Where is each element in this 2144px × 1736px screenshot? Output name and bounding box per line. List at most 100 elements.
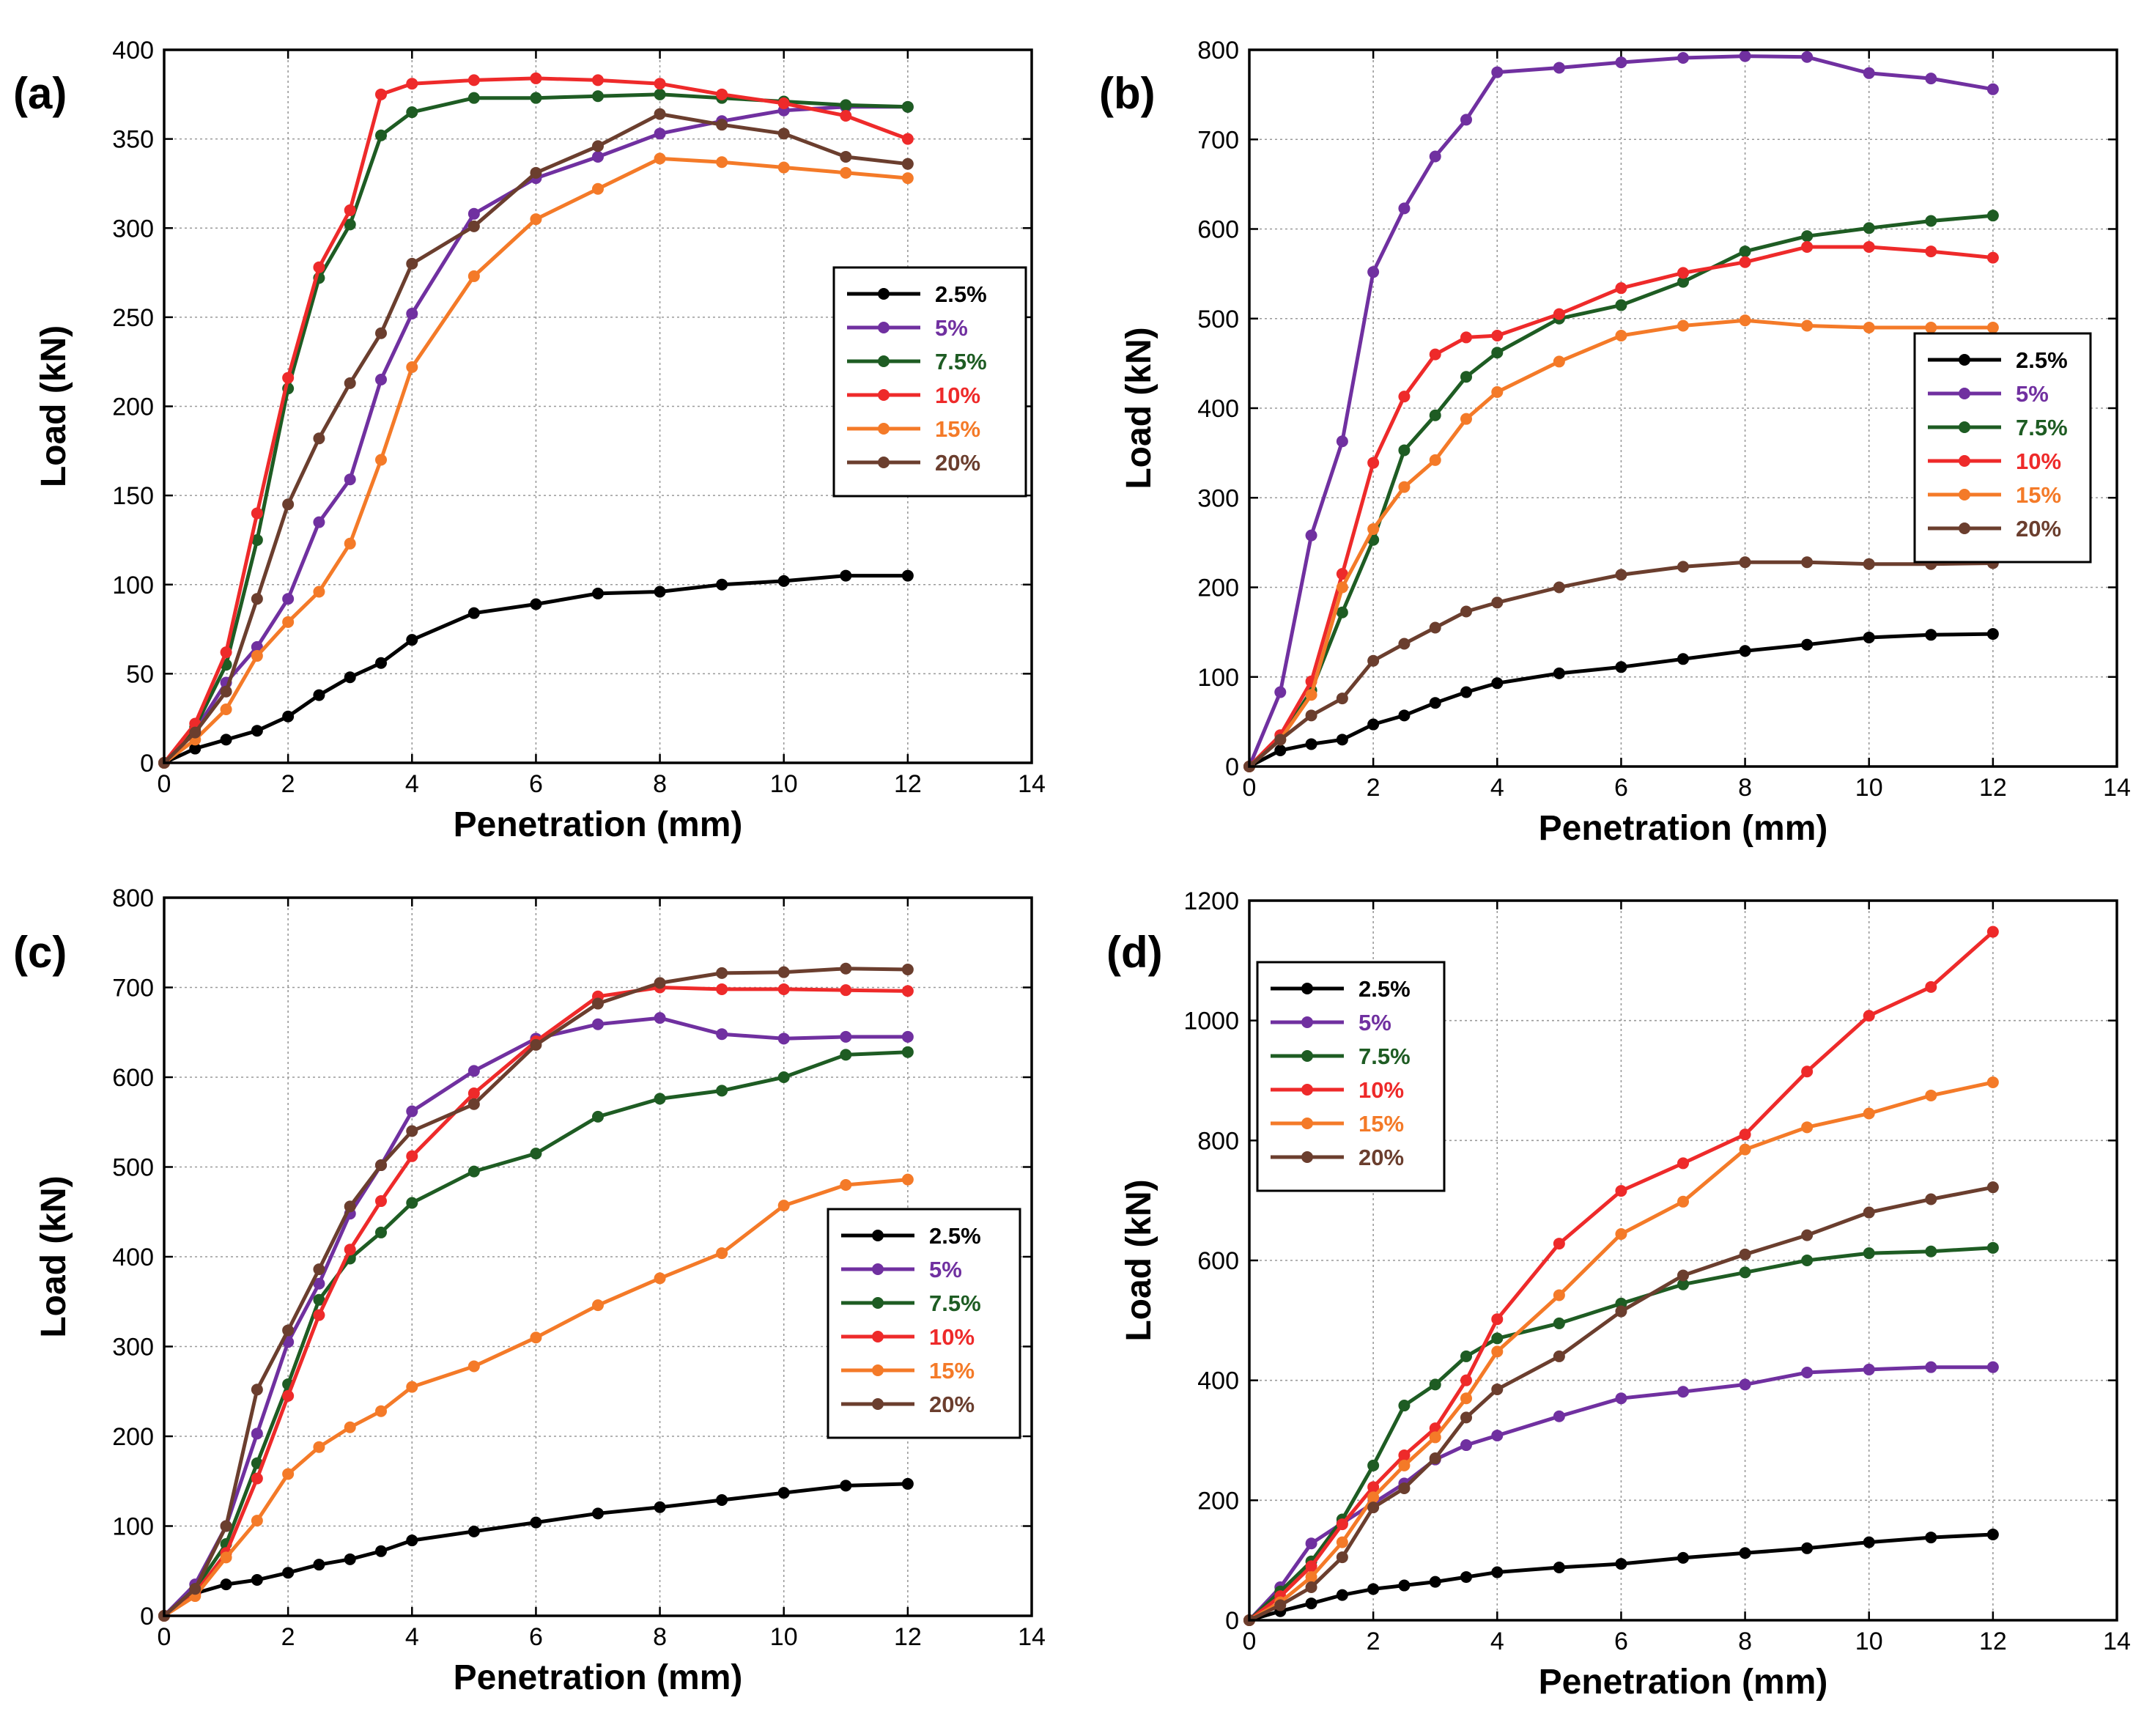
x-tick-label: 4: [1490, 1628, 1504, 1655]
legend-label: 20%: [1359, 1145, 1404, 1170]
data-point: [1398, 1579, 1411, 1592]
data-point: [1677, 1386, 1689, 1398]
legend-swatch-marker: [878, 322, 890, 333]
data-point: [1615, 1185, 1627, 1197]
data-point: [1274, 686, 1287, 698]
data-point: [1553, 308, 1565, 320]
data-point: [1677, 276, 1689, 288]
legend-entry-15pct: 15%: [1271, 1111, 1404, 1137]
data-point: [1925, 1245, 1937, 1257]
data-point: [313, 689, 325, 701]
data-point: [1863, 631, 1875, 643]
data-point: [251, 1515, 263, 1527]
data-point: [1863, 1206, 1875, 1219]
legend-label: 7.5%: [2016, 415, 2068, 440]
x-axis-title: Penetration (mm): [454, 805, 743, 844]
x-tick-label: 14: [1018, 1623, 1046, 1651]
data-point: [1429, 348, 1441, 361]
x-tick-label: 14: [1018, 770, 1046, 798]
legend-swatch-marker: [872, 1263, 884, 1275]
plot-frame: [1248, 899, 2118, 1622]
data-point: [530, 72, 542, 84]
data-point: [1274, 744, 1287, 756]
legend-entry-7-5pct: 7.5%: [1271, 1044, 1411, 1069]
data-point: [375, 129, 387, 141]
data-point: [592, 997, 604, 1010]
data-point: [1491, 1313, 1504, 1326]
data-point: [1863, 67, 1875, 79]
data-point: [1801, 1065, 1814, 1078]
data-point: [1305, 1581, 1317, 1593]
data-point: [1491, 66, 1504, 78]
legend-label: 15%: [929, 1358, 975, 1384]
data-point: [1553, 62, 1565, 74]
data-point: [406, 106, 418, 119]
data-point: [1460, 413, 1472, 425]
legend-label: 5%: [929, 1257, 962, 1282]
legend: 2.5% 5% 7.5% 10% 15% 20%: [827, 1208, 1021, 1439]
y-axis-title: Load (kN): [1120, 327, 1158, 489]
x-tick-label: 12: [894, 1623, 922, 1651]
data-point: [716, 1493, 728, 1506]
data-point: [1398, 1459, 1411, 1471]
legend-swatch-marker: [1959, 388, 1970, 399]
panel-label: (a): [13, 69, 67, 118]
data-point: [282, 1324, 295, 1337]
data-point: [1801, 638, 1814, 651]
data-point: [313, 432, 325, 445]
data-point: [1801, 1367, 1814, 1379]
data-point: [1615, 329, 1627, 341]
series-15pct: [158, 1173, 914, 1622]
data-point: [1615, 1558, 1627, 1570]
data-point: [467, 1165, 480, 1178]
data-point: [1677, 52, 1689, 64]
x-tick-label: 4: [405, 770, 419, 798]
legend-swatch-marker: [1301, 1118, 1313, 1129]
data-point: [840, 99, 852, 111]
legend-entry-7-5pct: 7.5%: [841, 1290, 981, 1316]
data-point: [467, 1087, 480, 1100]
y-tick-label: 200: [112, 1423, 154, 1451]
data-point: [1739, 1129, 1751, 1141]
data-point: [654, 152, 666, 165]
series-15pct: [158, 152, 914, 769]
legend-swatch-marker: [1301, 1151, 1313, 1163]
data-point: [592, 587, 604, 599]
x-axis-title: Penetration (mm): [1539, 809, 1828, 848]
x-tick-label: 6: [529, 1623, 543, 1651]
data-point: [406, 1197, 418, 1209]
series-20pct: [158, 108, 914, 769]
panel-label: (d): [1106, 928, 1163, 977]
legend-entry-5pct: 5%: [847, 315, 968, 341]
legend-entry-10pct: 10%: [1271, 1077, 1404, 1103]
data-point: [1615, 299, 1627, 311]
legend-label: 20%: [2016, 516, 2061, 542]
y-tick-label: 250: [112, 304, 154, 332]
plot-frame: [163, 48, 1033, 764]
data-point: [1367, 1481, 1380, 1493]
data-point: [1863, 1247, 1875, 1260]
data-point: [1460, 1350, 1472, 1362]
data-point: [1305, 1537, 1317, 1550]
data-point: [1460, 1571, 1472, 1584]
data-point: [1739, 645, 1751, 657]
legend-swatch-marker: [1959, 354, 1970, 366]
data-point: [1429, 697, 1441, 709]
legend-label: 2.5%: [935, 281, 987, 307]
data-point: [375, 657, 387, 669]
data-point: [1553, 1350, 1565, 1362]
data-point: [467, 607, 480, 619]
data-point: [777, 97, 790, 109]
y-tick-label: 200: [1197, 575, 1239, 602]
data-point: [716, 88, 728, 100]
legend-label: 10%: [935, 383, 980, 408]
y-tick-label: 700: [1197, 126, 1239, 154]
data-point: [375, 374, 387, 386]
legend-entry-5pct: 5%: [841, 1257, 962, 1282]
data-point: [467, 207, 480, 220]
data-point: [1986, 628, 1999, 640]
data-point: [1986, 251, 1999, 264]
data-point: [189, 1583, 202, 1595]
x-tick-label: 2: [1367, 1628, 1380, 1655]
